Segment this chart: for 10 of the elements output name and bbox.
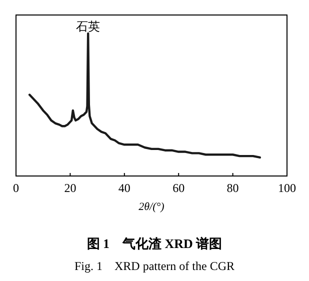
x-tick-label: 0	[13, 181, 19, 195]
text: 图 1 气化渣 XRD 谱图	[86, 236, 222, 251]
x-tick-label: 20	[64, 181, 76, 195]
x-tick-label: 60	[172, 181, 185, 195]
x-tick-label: 100	[278, 181, 296, 195]
x-tick-label: 80	[226, 181, 239, 195]
x-tick-label: 40	[118, 181, 130, 195]
text: Fig. 1 XRD pattern of the CGR	[74, 259, 234, 273]
annotation: 石英	[76, 20, 100, 34]
x-axis-title: 2θ/(°)	[138, 201, 165, 213]
